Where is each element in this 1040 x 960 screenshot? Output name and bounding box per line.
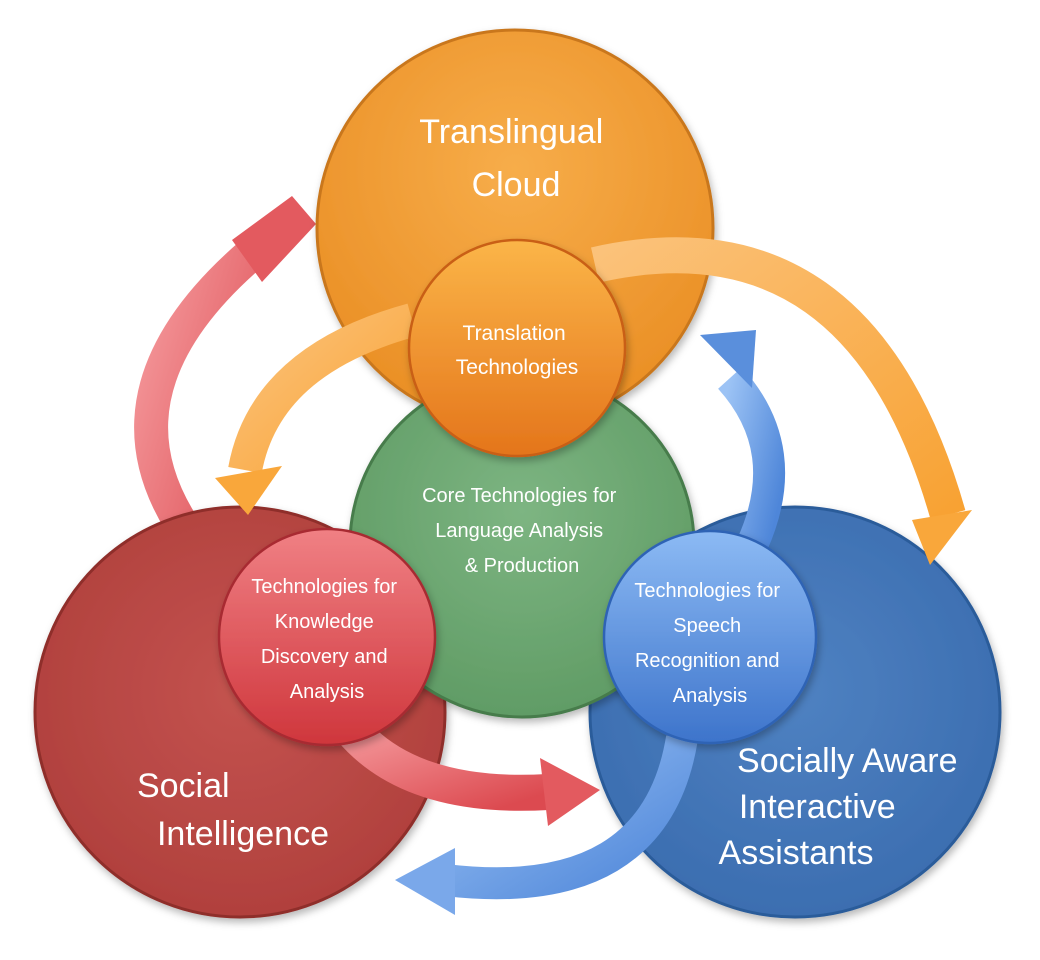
arrow-blue-to-social: [395, 735, 698, 915]
core-technologies-label: Core Technologies for Language Analysis …: [422, 485, 622, 577]
arrow-orange-to-social: [215, 303, 417, 515]
arrow-orange-to-assistants: [591, 237, 972, 565]
knowledge-technologies-label: Technologies for Knowledge Discovery and…: [251, 576, 402, 703]
socially-aware-assistants-label: Socially Aware Interactive Assistants: [719, 742, 967, 872]
arrow-red-to-assistants: [336, 716, 600, 826]
speech-technologies-label: Technologies for Speech Recognition and …: [634, 580, 785, 707]
speech-technologies-circle: [602, 529, 818, 745]
arrow-blue-to-translingual: [700, 330, 786, 552]
social-intelligence-label: Social Intelligence: [137, 767, 329, 853]
knowledge-technologies-circle: [217, 527, 437, 747]
translation-technologies-circle: [407, 238, 627, 458]
translation-technologies-label: Translation Technologies: [456, 322, 579, 379]
translingual-cloud-label: Translingual Cloud: [419, 113, 612, 204]
